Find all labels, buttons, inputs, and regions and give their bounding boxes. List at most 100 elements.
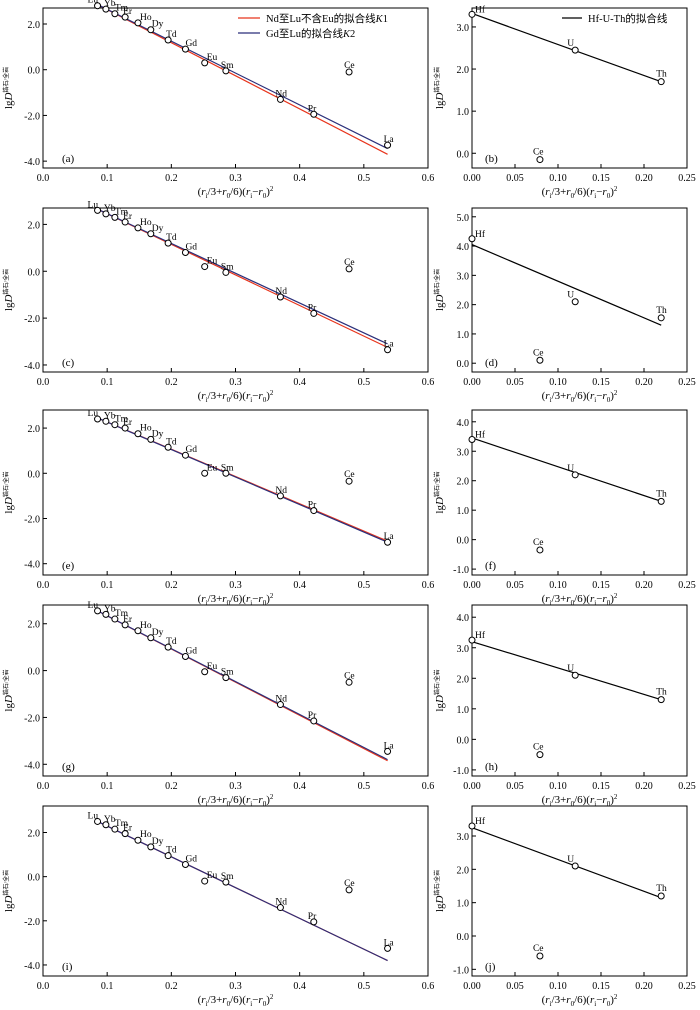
y-tick-label: 0.0 bbox=[28, 267, 41, 278]
x-tick-label: 0.10 bbox=[549, 377, 567, 388]
point-label: Tm bbox=[115, 207, 129, 217]
x-tick-label: 0.10 bbox=[549, 173, 567, 184]
x-tick-label: 0.00 bbox=[463, 580, 481, 591]
data-point bbox=[536, 156, 544, 164]
legend-label-navy: Gd至Lu的拟合线K2 bbox=[266, 27, 355, 40]
point-label: Hf bbox=[475, 229, 486, 240]
y-axis-label: lgD锆石/全岩 bbox=[433, 67, 446, 109]
plot-frame bbox=[471, 409, 688, 576]
x-tick-label: 0.15 bbox=[592, 377, 610, 388]
point-label: Er bbox=[123, 7, 133, 17]
data-point bbox=[181, 653, 189, 661]
y-tick-label: 1.0 bbox=[457, 506, 470, 517]
data-point bbox=[345, 68, 353, 76]
point-label: Nd bbox=[275, 486, 287, 496]
data-point bbox=[134, 224, 142, 232]
x-tick-label: 0.05 bbox=[506, 377, 524, 388]
data-point bbox=[276, 701, 284, 709]
data-point bbox=[102, 210, 110, 218]
data-point bbox=[345, 678, 353, 686]
plot-frame bbox=[42, 7, 429, 169]
fit-line-black bbox=[471, 641, 662, 701]
y-tick-label: -4.0 bbox=[24, 961, 40, 972]
x-tick-label: 0.0 bbox=[37, 781, 50, 792]
point-label: U bbox=[567, 291, 574, 301]
y-tick-label: -4.0 bbox=[24, 760, 40, 771]
point-label: Th bbox=[656, 306, 667, 316]
point-label: Sm bbox=[221, 61, 234, 71]
point-label: Lu bbox=[88, 811, 99, 821]
x-tick-label: 0.05 bbox=[506, 781, 524, 792]
plot-frame bbox=[471, 604, 688, 777]
point-label: Hf bbox=[475, 429, 486, 440]
data-point bbox=[657, 696, 665, 704]
data-point bbox=[310, 918, 318, 926]
data-point bbox=[181, 451, 189, 459]
plot-frame bbox=[42, 207, 429, 373]
y-tick-label: 0.0 bbox=[457, 932, 470, 943]
x-tick-label: 0.5 bbox=[358, 981, 371, 992]
data-point bbox=[536, 356, 544, 364]
point-label: Yb bbox=[104, 0, 116, 9]
plot-frame bbox=[471, 207, 688, 373]
point-label: Sm bbox=[221, 872, 234, 882]
point-label: Th bbox=[656, 489, 667, 499]
x-tick-label: 0.20 bbox=[635, 781, 653, 792]
x-tick-label: 0.3 bbox=[229, 580, 242, 591]
x-tick-label: 0.2 bbox=[165, 981, 178, 992]
data-point bbox=[102, 610, 110, 618]
fit-line-navy bbox=[97, 820, 388, 962]
point-label: Eu bbox=[207, 53, 218, 63]
data-point bbox=[181, 45, 189, 53]
x-tick-label: 0.3 bbox=[229, 981, 242, 992]
fit-line-navy bbox=[97, 610, 388, 761]
data-point bbox=[121, 830, 129, 838]
data-point bbox=[164, 36, 172, 44]
x-tick-label: 0.10 bbox=[549, 781, 567, 792]
data-point bbox=[468, 822, 476, 830]
data-point bbox=[571, 46, 579, 54]
point-label: Lu bbox=[88, 409, 99, 419]
data-point bbox=[345, 886, 353, 894]
point-label: Yb bbox=[104, 204, 116, 214]
plot-frame bbox=[471, 805, 688, 977]
point-label: La bbox=[384, 135, 395, 145]
data-point bbox=[276, 904, 284, 912]
data-point bbox=[164, 239, 172, 247]
x-axis-label: (ri/3+r0/6)(ri−r0)2 bbox=[542, 793, 618, 808]
x-tick-label: 0.4 bbox=[293, 173, 306, 184]
x-tick-label: 0.25 bbox=[678, 781, 696, 792]
x-tick-label: 0.0 bbox=[37, 173, 50, 184]
data-point bbox=[222, 674, 230, 682]
legend-label-black: Hf-U-Th的拟合线 bbox=[588, 12, 668, 25]
data-point bbox=[94, 817, 102, 825]
panel-d: 0.00 0.05 0.10 0.15 0.20 0.25 0.0 1.0 2.0 3.0 4.0 5… bbox=[433, 207, 696, 404]
data-point bbox=[468, 435, 476, 443]
point-label: Hf bbox=[475, 4, 486, 15]
y-tick-label: 0.0 bbox=[28, 66, 41, 77]
panel-label: (h) bbox=[485, 761, 498, 773]
point-label: Ce bbox=[533, 538, 544, 548]
data-point bbox=[94, 2, 102, 10]
x-tick-label: 0.15 bbox=[592, 981, 610, 992]
y-tick-label: 1.0 bbox=[457, 330, 470, 341]
data-point bbox=[536, 952, 544, 960]
x-tick-label: 0.15 bbox=[592, 580, 610, 591]
point-label: Yb bbox=[104, 604, 116, 614]
y-tick-label: 2.0 bbox=[457, 301, 470, 312]
panel-j: 0.00 0.05 0.10 0.15 0.20 0.25 -1.0 0.0 1.0 2.0 3.0… bbox=[433, 805, 696, 1008]
x-axis-label: (ri/3+r0/6)(ri−r0)2 bbox=[198, 389, 274, 404]
x-tick-label: 0.6 bbox=[422, 781, 435, 792]
panel-label: (c) bbox=[62, 357, 75, 369]
point-label: Yb bbox=[104, 411, 116, 421]
data-point bbox=[384, 747, 392, 755]
data-point bbox=[201, 668, 209, 676]
point-label: Ce bbox=[533, 348, 544, 358]
x-tick-label: 0.3 bbox=[229, 781, 242, 792]
data-point bbox=[147, 843, 155, 851]
point-label: Hf bbox=[475, 816, 486, 827]
point-label: Gd bbox=[185, 445, 197, 455]
fit-line-black bbox=[471, 244, 662, 326]
x-tick-label: 0.15 bbox=[592, 173, 610, 184]
y-tick-label: 2.0 bbox=[28, 20, 41, 31]
